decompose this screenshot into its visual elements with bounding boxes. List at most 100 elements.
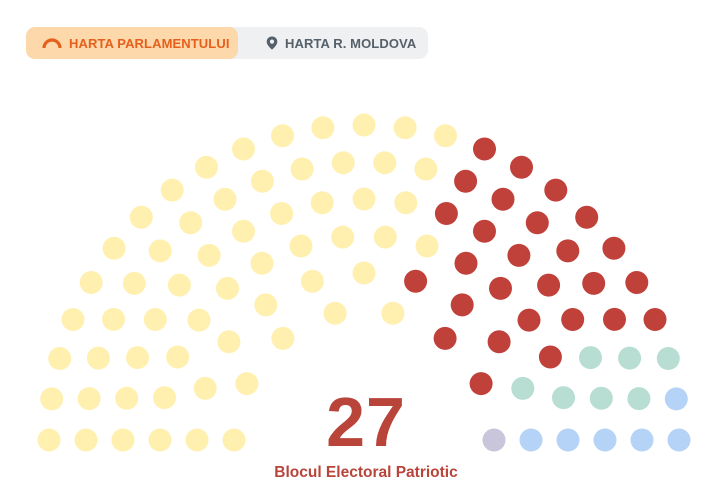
seat[interactable] (473, 219, 496, 243)
seat[interactable] (373, 151, 397, 175)
seat[interactable] (602, 236, 626, 260)
seat[interactable] (195, 155, 218, 179)
seat[interactable] (254, 293, 278, 317)
seat[interactable] (489, 276, 512, 300)
seat[interactable] (331, 151, 355, 175)
seat[interactable] (216, 276, 239, 300)
seat[interactable] (179, 211, 203, 235)
seat[interactable] (561, 308, 585, 331)
seat[interactable] (510, 155, 533, 179)
seat[interactable] (153, 386, 176, 410)
seat[interactable] (40, 387, 64, 411)
seat[interactable] (552, 386, 575, 410)
seat[interactable] (544, 178, 568, 202)
seat[interactable] (193, 376, 217, 400)
seat[interactable] (433, 326, 457, 350)
seat[interactable] (102, 307, 125, 331)
seat[interactable] (593, 428, 617, 452)
tab-moldova-map[interactable]: HARTA R. MOLDOVA (262, 27, 428, 59)
seat[interactable] (556, 428, 580, 452)
seat[interactable] (579, 346, 602, 370)
seat[interactable] (394, 191, 418, 215)
seat[interactable] (77, 387, 101, 411)
seat[interactable] (415, 234, 439, 258)
seat[interactable] (352, 261, 376, 285)
seat[interactable] (373, 225, 397, 249)
seat[interactable] (643, 308, 667, 331)
seat[interactable] (519, 428, 543, 452)
seat[interactable] (434, 124, 457, 148)
seat[interactable] (126, 346, 149, 370)
seat[interactable] (115, 386, 139, 410)
seat[interactable] (556, 239, 580, 263)
seat[interactable] (187, 308, 211, 332)
seat[interactable] (86, 346, 110, 370)
seat[interactable] (331, 225, 355, 249)
seat[interactable] (102, 236, 126, 260)
seat[interactable] (271, 326, 295, 350)
seat[interactable] (450, 293, 474, 317)
seat[interactable] (482, 428, 506, 452)
seat[interactable] (167, 273, 191, 297)
seat[interactable] (48, 347, 72, 370)
tab-parliament-map[interactable]: HARTA PARLAMENTULUI (26, 27, 238, 59)
seat[interactable] (582, 271, 606, 295)
seat[interactable] (148, 428, 172, 452)
seat[interactable] (290, 157, 314, 181)
seat[interactable] (393, 116, 417, 140)
seat[interactable] (469, 372, 493, 396)
seat[interactable] (111, 428, 135, 452)
seat[interactable] (143, 308, 167, 331)
seat[interactable] (213, 187, 237, 211)
seat[interactable] (538, 345, 562, 369)
seat[interactable] (656, 347, 680, 370)
seat[interactable] (232, 137, 255, 161)
seat[interactable] (232, 219, 255, 243)
seat[interactable] (434, 202, 458, 225)
seat[interactable] (630, 428, 654, 452)
seat[interactable] (300, 269, 324, 293)
seat[interactable] (404, 269, 428, 293)
seat[interactable] (511, 376, 535, 400)
seat[interactable] (454, 251, 478, 275)
seat[interactable] (473, 137, 496, 161)
seat[interactable] (197, 243, 221, 267)
seat[interactable] (61, 308, 85, 331)
seat[interactable] (603, 307, 626, 331)
seat[interactable] (352, 113, 376, 137)
seat[interactable] (414, 157, 438, 181)
seat[interactable] (222, 428, 246, 452)
seat[interactable] (381, 301, 405, 325)
seat[interactable] (129, 205, 153, 229)
seat[interactable] (160, 178, 184, 202)
seat[interactable] (517, 308, 541, 332)
seat[interactable] (311, 116, 335, 140)
seat[interactable] (270, 202, 294, 225)
seat[interactable] (618, 346, 642, 370)
seat[interactable] (74, 428, 98, 452)
seat[interactable] (664, 387, 688, 411)
seat[interactable] (667, 428, 691, 452)
seat[interactable] (289, 234, 313, 258)
seat[interactable] (310, 191, 334, 215)
seat[interactable] (166, 345, 190, 369)
seat[interactable] (525, 211, 549, 235)
seat[interactable] (122, 271, 146, 295)
seat[interactable] (323, 301, 347, 325)
seat[interactable] (185, 428, 209, 452)
seat[interactable] (589, 386, 613, 410)
seat[interactable] (250, 251, 274, 275)
seat[interactable] (235, 372, 259, 396)
seat[interactable] (537, 273, 561, 297)
seat[interactable] (79, 271, 103, 294)
seat[interactable] (37, 428, 61, 452)
seat[interactable] (454, 169, 478, 193)
seat[interactable] (575, 205, 599, 229)
seat[interactable] (487, 330, 511, 354)
seat[interactable] (250, 169, 274, 193)
seat[interactable] (491, 187, 515, 211)
seat[interactable] (352, 187, 376, 211)
seat[interactable] (217, 330, 241, 354)
seat[interactable] (148, 239, 172, 263)
seat[interactable] (627, 387, 651, 411)
